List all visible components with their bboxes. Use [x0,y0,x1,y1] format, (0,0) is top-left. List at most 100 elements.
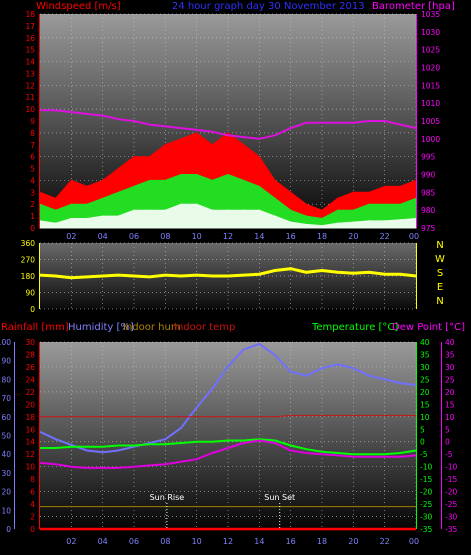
baro-tick-label: 1010 [421,99,440,108]
indoor-temp-point [258,416,260,418]
average-point [180,173,182,176]
x-tick-label: 22 [380,537,390,546]
temperature-x-ticks: 02 04 06 08 10 12 14 16 18 20 22 00 [66,537,419,546]
sun-annotations: Sun Rise Sun Set [150,493,295,529]
gust-point [102,179,104,182]
humidity-tick-label: 10 [1,506,11,515]
dewpoint-tick-label: -35 [445,525,457,534]
direction-point [289,267,292,270]
x-tick-label: 14 [254,537,264,546]
baro-tick-label: 1015 [421,81,440,90]
rainfall-point [55,528,57,530]
gust-point [290,191,292,193]
compass-label: W [435,254,445,265]
humidity-tick-label: 90 [1,357,11,366]
barometer-point [55,109,57,111]
rain-tick-label: 24 [25,375,35,384]
indoor-temp-point [352,414,354,417]
direction-point [368,271,370,274]
dewpoint-tick-label: 30 [445,363,455,372]
average-point [243,179,245,182]
indoor-hum-point [352,505,354,508]
dew-point-point [305,452,307,454]
x-tick-label: 14 [254,232,264,241]
temp-tick-label: -25 [420,500,432,509]
barometer-point [86,113,88,115]
barometer-point [211,131,213,133]
wind-tick-label: 0 [30,224,35,233]
humidity-label: Humidity [%] [68,322,134,333]
lull-point [102,215,104,217]
indoor-hum-point [164,505,166,508]
wind-tick-label: 18 [25,10,35,19]
humidity-point [243,348,245,351]
baro-tick-label: 1020 [421,64,440,73]
wind-axis-title: Windspeed [m/s] [36,1,121,12]
lull-point [337,222,339,224]
temperature-point [399,452,401,454]
rain-tick-label: 0 [30,525,35,534]
humidity-point [368,375,370,377]
x-tick-label: 04 [98,537,108,546]
indoor-hum-point [86,505,88,508]
temperature-point [321,451,323,453]
lull-point [117,215,119,217]
x-tick-label: 12 [223,232,233,241]
indoor-temp-point [290,414,292,417]
rain-tick-label: 14 [25,438,35,447]
gust-point [196,132,198,134]
indoor-hum-point [70,505,72,508]
humidity-point [384,378,386,380]
x-tick-label: 20 [348,537,358,546]
x-tick-label: 08 [160,232,170,241]
indoor-temp-point [227,416,229,418]
barometer-point [133,120,135,122]
humidity-point [196,406,198,409]
baro-tick-label: 985 [421,188,436,197]
dew-point-point [211,452,213,454]
dewpoint-tick-label: 20 [445,388,455,397]
wind-tick-label: 13 [25,69,35,78]
barometer-point [149,123,151,126]
lull-point [305,223,307,226]
x-tick-label: 10 [192,232,202,241]
lull-point [149,209,151,211]
compass-label: N [436,240,443,251]
average-point [196,173,198,176]
direction-point [321,269,323,272]
x-tick-label: 20 [348,232,358,241]
temp-tick-label: -10 [420,463,432,472]
x-tick-label: 04 [98,232,108,241]
humidity-point [164,438,166,440]
dew-point-point [149,464,151,467]
wind-tick-label: 5 [30,165,35,174]
baro-tick-label: 995 [421,153,436,162]
dewpoint-tick-label: 35 [445,350,455,359]
dewpoint-tick-label: 15 [445,400,455,409]
baro-tick-label: 1000 [421,135,440,144]
baro-tick-label: 975 [421,224,436,233]
wind-tick-label: 10 [25,105,35,114]
average-point [86,203,88,205]
dewpoint-tick-label: -5 [445,450,453,459]
rain-tick-label: 4 [30,500,35,509]
dew-point-point [399,456,401,458]
barometer-point [180,127,182,129]
indoor-hum-point [211,505,213,508]
x-tick-label: 18 [317,537,327,546]
temperature-point [337,452,339,454]
dewpoint-tick-label: 10 [445,413,455,422]
dewpoint-tick-label: 40 [445,338,455,347]
temperature-point [305,448,307,450]
direction-point [164,274,167,276]
temp-tick-label: 15 [420,400,430,409]
dew-point-point [321,453,323,455]
lull-point [196,203,198,205]
temperature-label: Temperature [°C] [311,322,398,333]
direction-point [86,276,88,278]
rain-tick-label: 16 [25,425,35,434]
average-point [305,215,307,217]
humidity-tick-label: 100 [0,338,11,347]
rain-tick-label: 22 [25,388,35,397]
